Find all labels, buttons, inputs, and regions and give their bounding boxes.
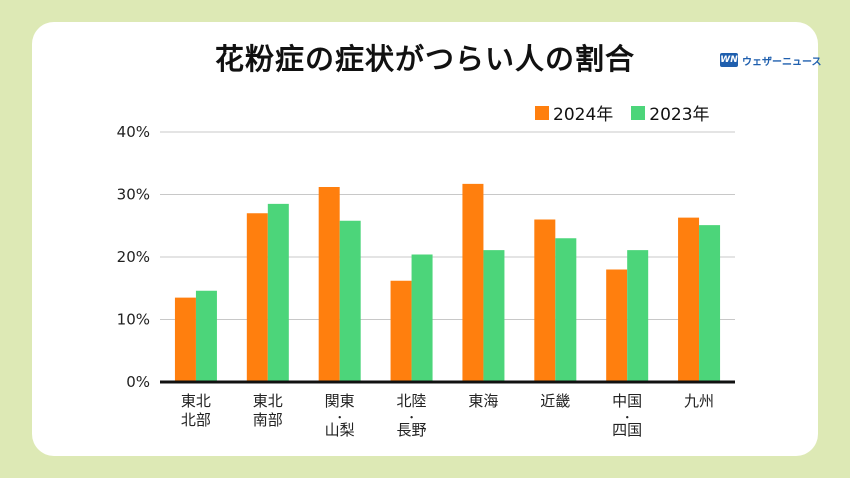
bar-2023 bbox=[195, 290, 217, 382]
bar-2024 bbox=[534, 219, 556, 382]
weathernews-logo-icon: WN bbox=[720, 53, 738, 67]
bar-2024 bbox=[678, 217, 700, 382]
x-category-label: 近畿 bbox=[540, 392, 570, 410]
y-tick-label: 10% bbox=[117, 311, 150, 329]
legend-item-2024: 2024年 bbox=[535, 100, 613, 125]
chart-title: 花粉症の症状がつらい人の割合 bbox=[214, 42, 635, 76]
x-category-label: 関東・山梨 bbox=[325, 392, 355, 439]
brand-name: ウェザーニュース bbox=[742, 56, 822, 68]
bar-2023 bbox=[699, 225, 721, 382]
x-category-label: 東北南部 bbox=[253, 392, 283, 429]
legend-label-2023: 2023年 bbox=[649, 105, 710, 125]
brand-logo: WN ウェザーニュース bbox=[720, 52, 822, 68]
legend-label-2024: 2024年 bbox=[553, 105, 614, 125]
bar-2024 bbox=[246, 213, 268, 382]
bar-2023 bbox=[267, 203, 289, 382]
x-category-label: 九州 bbox=[684, 392, 714, 410]
chart-legend: 2024年 2023年 bbox=[535, 100, 710, 125]
bar-2024 bbox=[606, 269, 628, 382]
bar-2024 bbox=[174, 297, 196, 382]
legend-item-2023: 2023年 bbox=[631, 100, 710, 125]
bar-2023 bbox=[627, 250, 649, 382]
legend-swatch-2024 bbox=[535, 105, 549, 120]
x-category-label: 東北北部 bbox=[181, 392, 211, 429]
legend-swatch-2023 bbox=[631, 105, 646, 120]
x-category-label: 東海 bbox=[468, 392, 498, 410]
bar-2023 bbox=[483, 250, 505, 382]
bar-2024 bbox=[318, 187, 340, 382]
bar-2024 bbox=[390, 280, 412, 382]
bar-2024 bbox=[462, 183, 484, 382]
y-tick-label: 20% bbox=[117, 248, 150, 266]
bar-2023 bbox=[339, 220, 361, 382]
x-category-label: 北陸・長野 bbox=[397, 392, 427, 439]
y-tick-label: 0% bbox=[126, 373, 150, 391]
bar-2023 bbox=[411, 254, 433, 382]
y-tick-label: 40% bbox=[117, 123, 150, 141]
y-tick-label: 30% bbox=[117, 186, 150, 204]
bar-2023 bbox=[555, 238, 577, 382]
x-category-label: 中国・四国 bbox=[612, 392, 642, 439]
